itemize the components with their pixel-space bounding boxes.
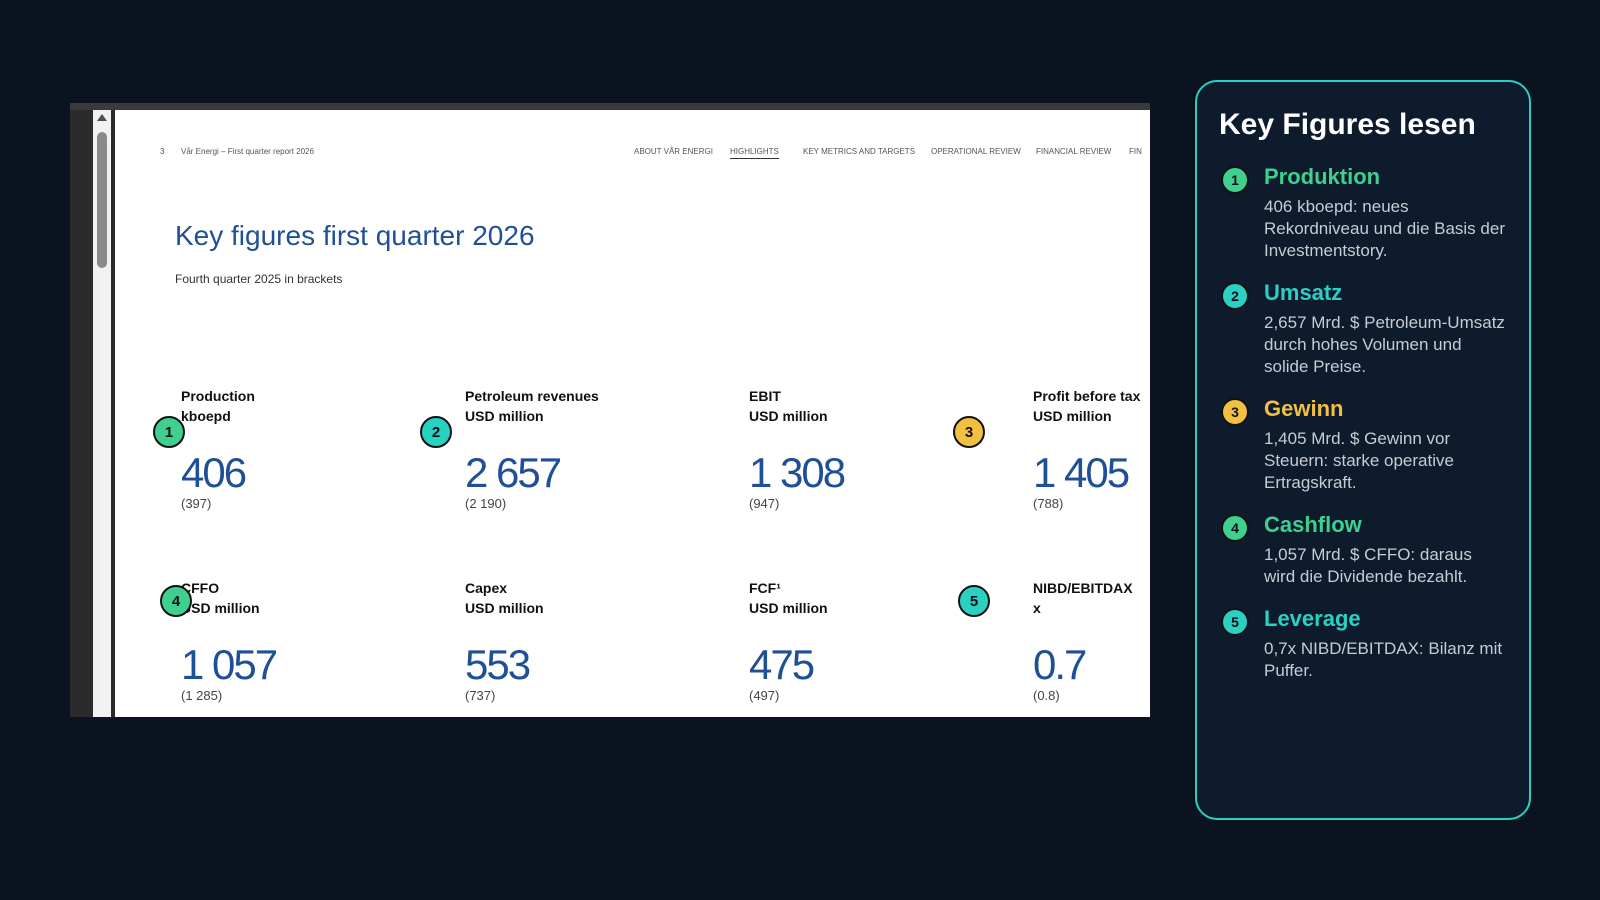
metric-profit-before-tax: Profit before tax USD million 1 405 (788… <box>1033 386 1150 511</box>
metric-value: 1 057 <box>181 641 278 688</box>
metric-previous: (397) <box>181 496 212 511</box>
callout-badge-4: 4 <box>160 585 192 617</box>
metric-unit: kboepd <box>181 408 231 424</box>
guide-badge: 5 <box>1221 608 1249 636</box>
nav-about[interactable]: ABOUT VÅR ENERGI <box>634 147 713 156</box>
document-viewer[interactable]: 3 Vår Energi – First quarter report 2026… <box>70 103 1150 717</box>
metric-label: Production <box>181 388 255 404</box>
page-number: 3 <box>160 147 165 156</box>
metric-previous: (1 285) <box>181 688 223 703</box>
metric-cffo: CFFO USD million 1 057 (1 285) <box>181 578 421 703</box>
guide-text: 1,405 Mrd. $ Gewinn vor Steuern: starke … <box>1264 429 1454 492</box>
guide-item-revenue: 2 Umsatz 2,657 Mrd. $ Petroleum-Umsatz d… <box>1219 280 1507 378</box>
guide-item-production: 1 Produktion 406 kboepd: neues Rekordniv… <box>1219 164 1507 262</box>
metric-unit: USD million <box>465 600 544 616</box>
guide-badge: 2 <box>1221 282 1249 310</box>
metric-capex: Capex USD million 553 (737) <box>465 578 705 703</box>
guide-heading: Leverage <box>1264 606 1361 631</box>
guide-text: 1,057 Mrd. $ CFFO: daraus wird die Divid… <box>1264 545 1472 586</box>
metric-previous: (0.8) <box>1033 688 1060 703</box>
guide-panel: Key Figures lesen 1 Produktion 406 kboep… <box>1195 80 1531 820</box>
metric-fcf: FCF¹ USD million 475 (497) <box>749 578 989 703</box>
guide-item-leverage: 5 Leverage 0,7x NIBD/EBITDAX: Bilanz mit… <box>1219 606 1507 682</box>
page-header: 3 Vår Energi – First quarter report 2026… <box>115 140 1150 164</box>
metric-label: CFFO <box>181 580 220 596</box>
metric-unit: USD million <box>749 600 828 616</box>
metric-value: 1 308 <box>749 449 846 496</box>
nav-fin-truncated[interactable]: FIN <box>1129 147 1142 156</box>
metric-previous: (497) <box>749 688 780 703</box>
metric-label: NIBD/EBITDAX <box>1033 580 1133 596</box>
guide-badge: 1 <box>1221 166 1249 194</box>
metric-unit: USD million <box>749 408 828 424</box>
metric-previous: (737) <box>465 688 496 703</box>
metric-value: 406 <box>181 449 247 496</box>
guide-item-profit: 3 Gewinn 1,405 Mrd. $ Gewinn vor Steuern… <box>1219 396 1507 494</box>
guide-text: 2,657 Mrd. $ Petroleum-Umsatz durch hohe… <box>1264 313 1505 376</box>
scroll-thumb[interactable] <box>97 132 107 268</box>
metric-unit: USD million <box>181 600 260 616</box>
metric-label: Capex <box>465 580 508 596</box>
report-page: 3 Vår Energi – First quarter report 2026… <box>115 110 1150 717</box>
page-subtitle: Fourth quarter 2025 in brackets <box>175 272 343 286</box>
guide-item-cashflow: 4 Cashflow 1,057 Mrd. $ CFFO: daraus wir… <box>1219 512 1507 588</box>
nav-financial-review[interactable]: FINANCIAL REVIEW <box>1036 147 1112 156</box>
metric-petroleum-revenues: Petroleum revenues USD million 2 657 (2 … <box>465 386 705 511</box>
guide-badge: 3 <box>1221 398 1249 426</box>
callout-badge-3: 3 <box>953 416 985 448</box>
document-title: Vår Energi – First quarter report 2026 <box>181 147 314 156</box>
metric-value: 1 405 <box>1033 449 1130 496</box>
scroll-up-arrow-icon[interactable] <box>97 114 107 121</box>
callout-badge-1: 1 <box>153 416 185 448</box>
page-title: Key figures first quarter 2026 <box>175 220 535 251</box>
guide-heading: Produktion <box>1264 164 1381 189</box>
metric-value: 2 657 <box>465 449 562 496</box>
callout-badge-5: 5 <box>958 585 990 617</box>
metric-previous: (947) <box>749 496 780 511</box>
metric-label: EBIT <box>749 388 781 404</box>
metric-unit: USD million <box>1033 408 1112 424</box>
nav-key-metrics[interactable]: KEY METRICS AND TARGETS <box>803 147 916 156</box>
guide-badge: 4 <box>1221 514 1249 542</box>
metric-ebit: EBIT USD million 1 308 (947) <box>749 386 989 511</box>
callout-badge-2: 2 <box>420 416 452 448</box>
guide-title: Key Figures lesen <box>1219 108 1476 141</box>
guide-heading: Gewinn <box>1264 396 1344 421</box>
metric-value: 553 <box>465 641 531 688</box>
metric-unit: x <box>1033 600 1041 616</box>
metric-production: Production kboepd 406 (397) <box>181 386 421 511</box>
vertical-scrollbar[interactable] <box>93 110 111 717</box>
metric-nibd-ebitdax: NIBD/EBITDAX x 0.7 (0.8) <box>1033 578 1150 703</box>
guide-text: 406 kboepd: neues Rekordniveau und die B… <box>1264 197 1505 260</box>
nav-highlights[interactable]: HIGHLIGHTS <box>730 147 779 159</box>
nav-operational-review[interactable]: OPERATIONAL REVIEW <box>931 147 1021 156</box>
guide-heading: Umsatz <box>1264 280 1343 305</box>
guide-text: 0,7x NIBD/EBITDAX: Bilanz mit Puffer. <box>1264 639 1503 680</box>
metric-previous: (2 190) <box>465 496 507 511</box>
metric-label: Profit before tax <box>1033 388 1141 404</box>
metric-label: Petroleum revenues <box>465 388 599 404</box>
metric-label: FCF¹ <box>749 580 781 596</box>
metric-value: 475 <box>749 641 815 688</box>
metric-unit: USD million <box>465 408 544 424</box>
metric-previous: (788) <box>1033 496 1064 511</box>
guide-heading: Cashflow <box>1264 512 1362 537</box>
metric-value: 0.7 <box>1033 641 1087 688</box>
